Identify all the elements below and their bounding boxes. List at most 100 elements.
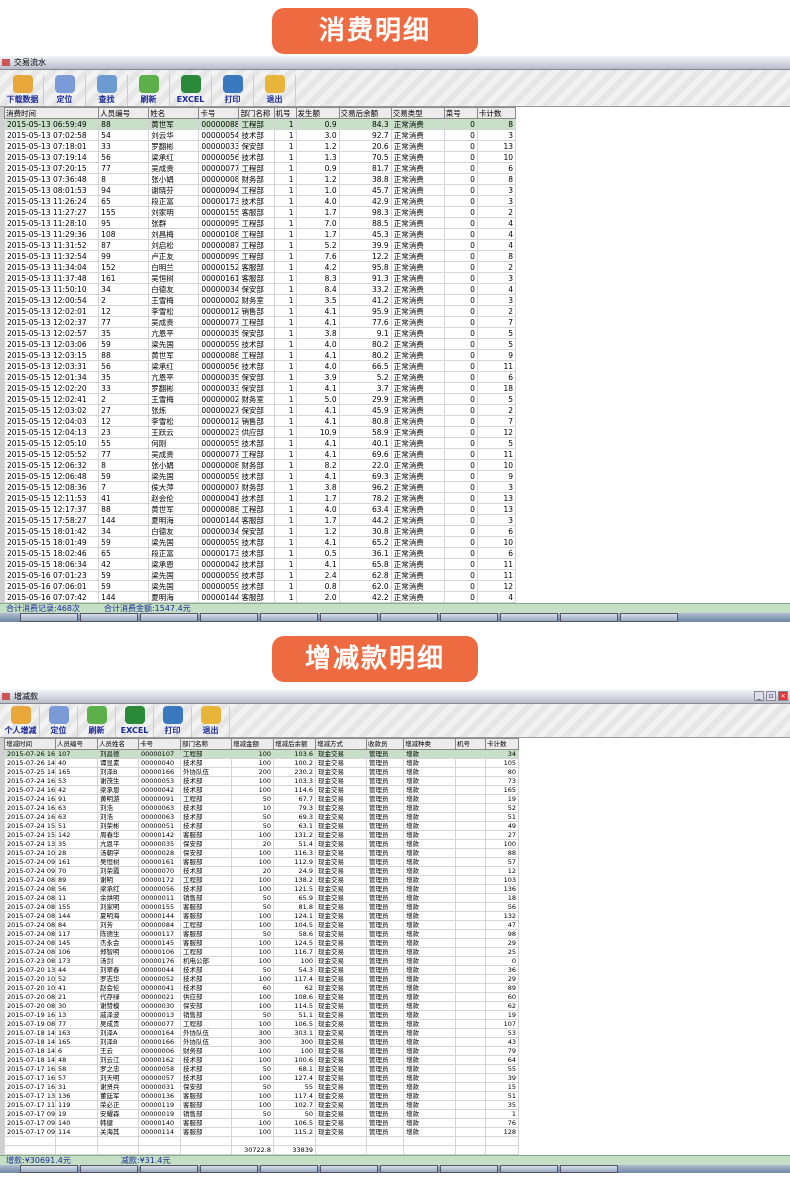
table-row[interactable]: 2015-07-24 08:35155刘家明00000155客服部5081.8现… bbox=[4, 902, 519, 912]
column-header[interactable]: 卡计数 bbox=[485, 738, 519, 750]
table-row[interactable]: 2015-07-17 16:1458罗之忠00000058技术部5068.1现金… bbox=[4, 1064, 519, 1074]
table-row[interactable]: 2015-07-19 08:5077吴成贵00000077工程部100106.5… bbox=[4, 1019, 519, 1029]
table-row[interactable]: 2015-07-24 10:1728汤朝学00000028保安部100116.3… bbox=[4, 848, 519, 858]
table-row[interactable]: 2015-05-13 12:00:54 2 王雪梅 00000002 财务室 1 3.5 41… bbox=[3, 294, 517, 306]
table-row[interactable]: 2015-07-24 08:34144夏明海00000144客服部100124.… bbox=[4, 911, 519, 921]
table-row[interactable]: 2015-07-20 13:4744刘翠春00000044技术部5054.3现金… bbox=[4, 965, 519, 975]
toolbar-button-1[interactable]: 定位 bbox=[40, 706, 78, 737]
column-header[interactable]: 姓名 bbox=[148, 107, 200, 119]
table-row[interactable]: 2015-05-13 11:37:48 161 吴恒树 00000161 客服部 1 8.3… bbox=[3, 272, 517, 284]
table-row[interactable]: 2015-07-24 08:17145杰永会00000145客服部100124.… bbox=[4, 938, 519, 948]
table-row[interactable]: 2015-05-15 18:06:34 42 梁承恩 00000042 技术部 1 4.1 6… bbox=[3, 558, 517, 570]
column-header[interactable]: 人员编号 bbox=[55, 738, 98, 750]
table-row[interactable]: 2015-05-15 12:05:52 77 吴成贵 00000077 工程部 1 4.1 6… bbox=[3, 448, 517, 460]
column-header[interactable]: 人员编号 bbox=[98, 107, 150, 119]
close-button[interactable]: × bbox=[778, 691, 788, 701]
column-header[interactable]: 增减种类 bbox=[403, 738, 456, 750]
table-row[interactable]: 2015-05-13 12:03:31 56 梁承红 00000056 技术部 1 4.0 6… bbox=[3, 360, 517, 372]
toolbar-button-0[interactable]: 下载数据 bbox=[2, 75, 44, 106]
table-row[interactable]: 2015-07-24 09:45161吴恒树00000161客服部100112.… bbox=[4, 857, 519, 867]
table-row[interactable]: 2015-05-13 07:36:48 8 张小娟 00000008 财务部 1 1.2 38… bbox=[3, 173, 517, 185]
column-header[interactable]: 部门名称 bbox=[238, 107, 275, 119]
table-row[interactable]: 2015-07-17 13:12136董廷军00000136客服部100117.… bbox=[4, 1091, 519, 1101]
table-row[interactable]: 2015-07-17 09:2119安耀森00000019销售部5050现金交易… bbox=[4, 1109, 519, 1119]
table-row[interactable]: 2015-05-13 11:50:10 34 白德友 00000034 保安部 1 8.4 3… bbox=[3, 283, 517, 295]
table-row[interactable]: 2015-05-13 12:03:15 88 黄世军 00000088 工程部 1 4.1 8… bbox=[3, 349, 517, 361]
column-header[interactable]: 收款员 bbox=[366, 738, 404, 750]
table-row[interactable]: 2015-05-16 07:01:23 59 梁先国 00000059 技术部 1 2.4 6… bbox=[3, 569, 517, 581]
table-row[interactable]: 2015-05-13 12:02:57 35 亢恩平 00000035 保安部 1 3.8 9… bbox=[3, 327, 517, 339]
table-row[interactable]: 2015-07-24 13:0835亢恩平00000035保安部2051.4现金… bbox=[4, 839, 519, 849]
column-header[interactable]: 菜号 bbox=[443, 107, 478, 119]
table-row[interactable]: 2015-05-13 06:59:49 88 黄世军 00000088 工程部 1 0.9 8… bbox=[3, 118, 517, 130]
table-row[interactable]: 2015-05-16 07:07:42 144 夏明海 00000144 客服部 1 2.0… bbox=[3, 591, 517, 603]
toolbar-button-3[interactable]: 刷新 bbox=[128, 75, 170, 106]
table-row[interactable]: 2015-07-24 16:1763刘浩00000063技术部1079.3现金交… bbox=[4, 803, 519, 813]
table-row[interactable]: 2015-07-24 08:3384刘芳00000084工程部100104.5现… bbox=[4, 920, 519, 930]
column-header[interactable]: 卡号 bbox=[138, 738, 181, 750]
table-row[interactable]: 2015-07-17 09:04140韩健00000140客服部100106.5… bbox=[4, 1118, 519, 1128]
table-row[interactable]: 2015-05-13 12:03:06 59 梁先国 00000059 技术部 1 4.0 8… bbox=[3, 338, 517, 350]
table-row[interactable]: 2015-05-15 12:06:32 8 张小娟 00000008 财务部 1 8.2 22… bbox=[3, 459, 517, 471]
table-row[interactable]: 2015-05-13 07:02:58 54 刘云华 00000054 技术部 1 3.0 9… bbox=[3, 129, 517, 141]
table-row[interactable]: 2015-05-15 12:02:41 2 王雪梅 00000002 财务室 1 5.0 29… bbox=[3, 393, 517, 405]
table-row[interactable]: 2015-07-24 08:4889谢明00000172工程部100138.2现… bbox=[4, 875, 519, 885]
column-header[interactable]: 部门名称 bbox=[180, 738, 232, 750]
toolbar-button-1[interactable]: 定位 bbox=[44, 75, 86, 106]
table-row[interactable]: 2015-05-15 18:01:42 34 白德友 00000034 保安部 1 1.2 3… bbox=[3, 525, 517, 537]
table-row[interactable]: 2015-07-24 16:1791黄明游00000091工程部5067.7现金… bbox=[4, 794, 519, 804]
table-row[interactable]: 2015-07-18 14:0348刘云江00000162技术部100100.6… bbox=[4, 1055, 519, 1065]
toolbar-button-4[interactable]: 打印 bbox=[154, 706, 192, 737]
toolbar-button-2[interactable]: 刷新 bbox=[78, 706, 116, 737]
restore-button[interactable]: ▫ bbox=[766, 691, 776, 701]
table-row[interactable]: 2015-05-13 11:31:52 87 刘启松 00000087 工程部 1 5.2 3… bbox=[3, 239, 517, 251]
table-row[interactable]: 2015-07-24 09:0470刘荣霞00000070技术部2024.9现金… bbox=[4, 866, 519, 876]
table-row[interactable]: 2015-05-15 12:17:37 88 黄世军 00000088 工程部 1 4.0 6… bbox=[3, 503, 517, 515]
table-row[interactable]: 2015-05-13 11:28:10 95 张群 00000095 工程部 1 7.0 88… bbox=[3, 217, 517, 229]
table-row[interactable]: 2015-07-24 08:3511余烘明00000011销售部5065.9现金… bbox=[4, 893, 519, 903]
table-row[interactable]: 2015-07-20 10:1441赵会伦00000041技术部6062现金交易… bbox=[4, 983, 519, 993]
table-row[interactable]: 2015-07-19 16:1913戚泽波00000013销售部5051.1现金… bbox=[4, 1010, 519, 1020]
table-row[interactable]: 2015-05-15 12:04:13 23 王跃云 00000023 供应部 1 10.9… bbox=[3, 426, 517, 438]
table-row[interactable]: 2015-07-24 16:1663刘浩00000063技术部5069.3现金交… bbox=[4, 812, 519, 822]
column-header[interactable]: 卡号 bbox=[198, 107, 240, 119]
table-row[interactable]: 2015-05-15 12:02:20 33 罗翻彬 00000033 保安部 1 4.1 3… bbox=[3, 382, 517, 394]
table-row[interactable]: 2015-05-13 12:02:37 77 吴成贵 00000077 工程部 1 4.1 7… bbox=[3, 316, 517, 328]
toolbar-button-4[interactable]: EXCEL bbox=[170, 75, 212, 106]
table-row[interactable]: 2015-05-15 12:08:36 7 侯大萍 00000007 财务部 1 3.8 96… bbox=[3, 481, 517, 493]
column-header[interactable]: 发生额 bbox=[295, 107, 340, 119]
toolbar-button-2[interactable]: 查找 bbox=[86, 75, 128, 106]
toolbar-button-0[interactable]: 个人增减 bbox=[2, 706, 40, 737]
table-row[interactable]: 2015-07-20 08:4721代存绿00000021供应部100108.6… bbox=[4, 992, 519, 1002]
table-row[interactable]: 2015-07-17 16:0557刘天明00000057技术部100127.4… bbox=[4, 1073, 519, 1083]
table-row[interactable]: 2015-07-23 08:21173汤剑00000176机电公部100100现… bbox=[4, 956, 519, 966]
table-row[interactable]: 2015-05-15 12:04:03 12 李雪松 00000012 销售部 1 4.1 8… bbox=[3, 415, 517, 427]
column-header[interactable]: 交易类型 bbox=[390, 107, 445, 119]
table-row[interactable]: 2015-07-18 14:376王云00000006财务部100100现金交易… bbox=[4, 1046, 519, 1056]
table-row[interactable]: 2015-07-24 16:1742梁承恩00000042技术部100114.6… bbox=[4, 785, 519, 795]
table-row[interactable]: 2015-05-13 07:19:14 56 梁承红 00000056 技术部 1 1.3 7… bbox=[3, 151, 517, 163]
column-header[interactable]: 增减金额 bbox=[231, 738, 274, 750]
column-header[interactable]: 消费时间 bbox=[3, 107, 100, 119]
column-header[interactable]: 交易后余额 bbox=[338, 107, 392, 119]
column-header[interactable]: 卡计数 bbox=[476, 107, 517, 119]
table-row[interactable]: 2015-05-13 07:20:15 77 吴成贵 00000077 工程部 1 0.9 8… bbox=[3, 162, 517, 174]
table-row[interactable]: 2015-07-18 14:50163刘泽A00000164外协队伍300303… bbox=[4, 1028, 519, 1038]
table-row[interactable]: 2015-05-13 11:26:24 65 段正富 00000173 技术部 1 4.0 4… bbox=[3, 195, 517, 207]
table-row[interactable]: 2015-07-17 11:31119荣必正00000119客服部100102.… bbox=[4, 1100, 519, 1110]
toolbar-button-5[interactable]: 退出 bbox=[192, 706, 230, 737]
table-row[interactable]: 2015-07-24 15:2051刘荣彬00000051技术部5063.1现金… bbox=[4, 821, 519, 831]
table-row[interactable]: 2015-05-13 12:02:01 12 李雪松 00000012 销售部 1 4.1 9… bbox=[3, 305, 517, 317]
table-row[interactable]: 2015-07-25 14:16165刘泽B00000166外协队伍200230… bbox=[4, 767, 519, 777]
table-row[interactable]: 2015-07-24 16:2753谢茂生00000053技术部100103.3… bbox=[4, 776, 519, 786]
table-row[interactable]: 2015-07-18 14:49165刘泽B00000166外协队伍300300… bbox=[4, 1037, 519, 1047]
table-row[interactable]: 2015-07-26 16:09107刘昌德00000107工程部100103.… bbox=[4, 749, 519, 759]
table-row[interactable]: 2015-05-13 11:34:04 152 白明兰 00000152 客服部 1 4.2… bbox=[3, 261, 517, 273]
column-header[interactable]: 机号 bbox=[455, 738, 486, 750]
table-row[interactable]: 2015-07-20 10:2552罗志华00000052技术部100117.4… bbox=[4, 974, 519, 984]
table-row[interactable]: 2015-07-24 08:17117陈德生00000117客服部5058.6现… bbox=[4, 929, 519, 939]
table-row[interactable]: 2015-07-24 15:10142周春华00000142客服部100131.… bbox=[4, 830, 519, 840]
table-row[interactable]: 2015-05-15 18:02:46 65 段正富 00000173 技术部 1 0.5 3… bbox=[3, 547, 517, 559]
toolbar-button-5[interactable]: 打印 bbox=[212, 75, 254, 106]
table-row[interactable]: 2015-07-17 09:04114关海其00000114客服部100115.… bbox=[4, 1127, 519, 1137]
